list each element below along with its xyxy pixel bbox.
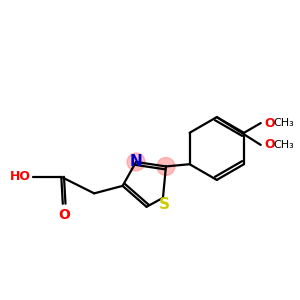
- Text: O: O: [265, 138, 275, 152]
- Text: O: O: [58, 208, 70, 222]
- Text: N: N: [130, 154, 142, 169]
- Text: HO: HO: [10, 170, 31, 183]
- Circle shape: [127, 153, 145, 171]
- Text: O: O: [265, 117, 275, 130]
- Circle shape: [157, 158, 175, 175]
- Text: CH₃: CH₃: [274, 118, 294, 128]
- Text: S: S: [159, 197, 170, 212]
- Text: CH₃: CH₃: [274, 140, 294, 150]
